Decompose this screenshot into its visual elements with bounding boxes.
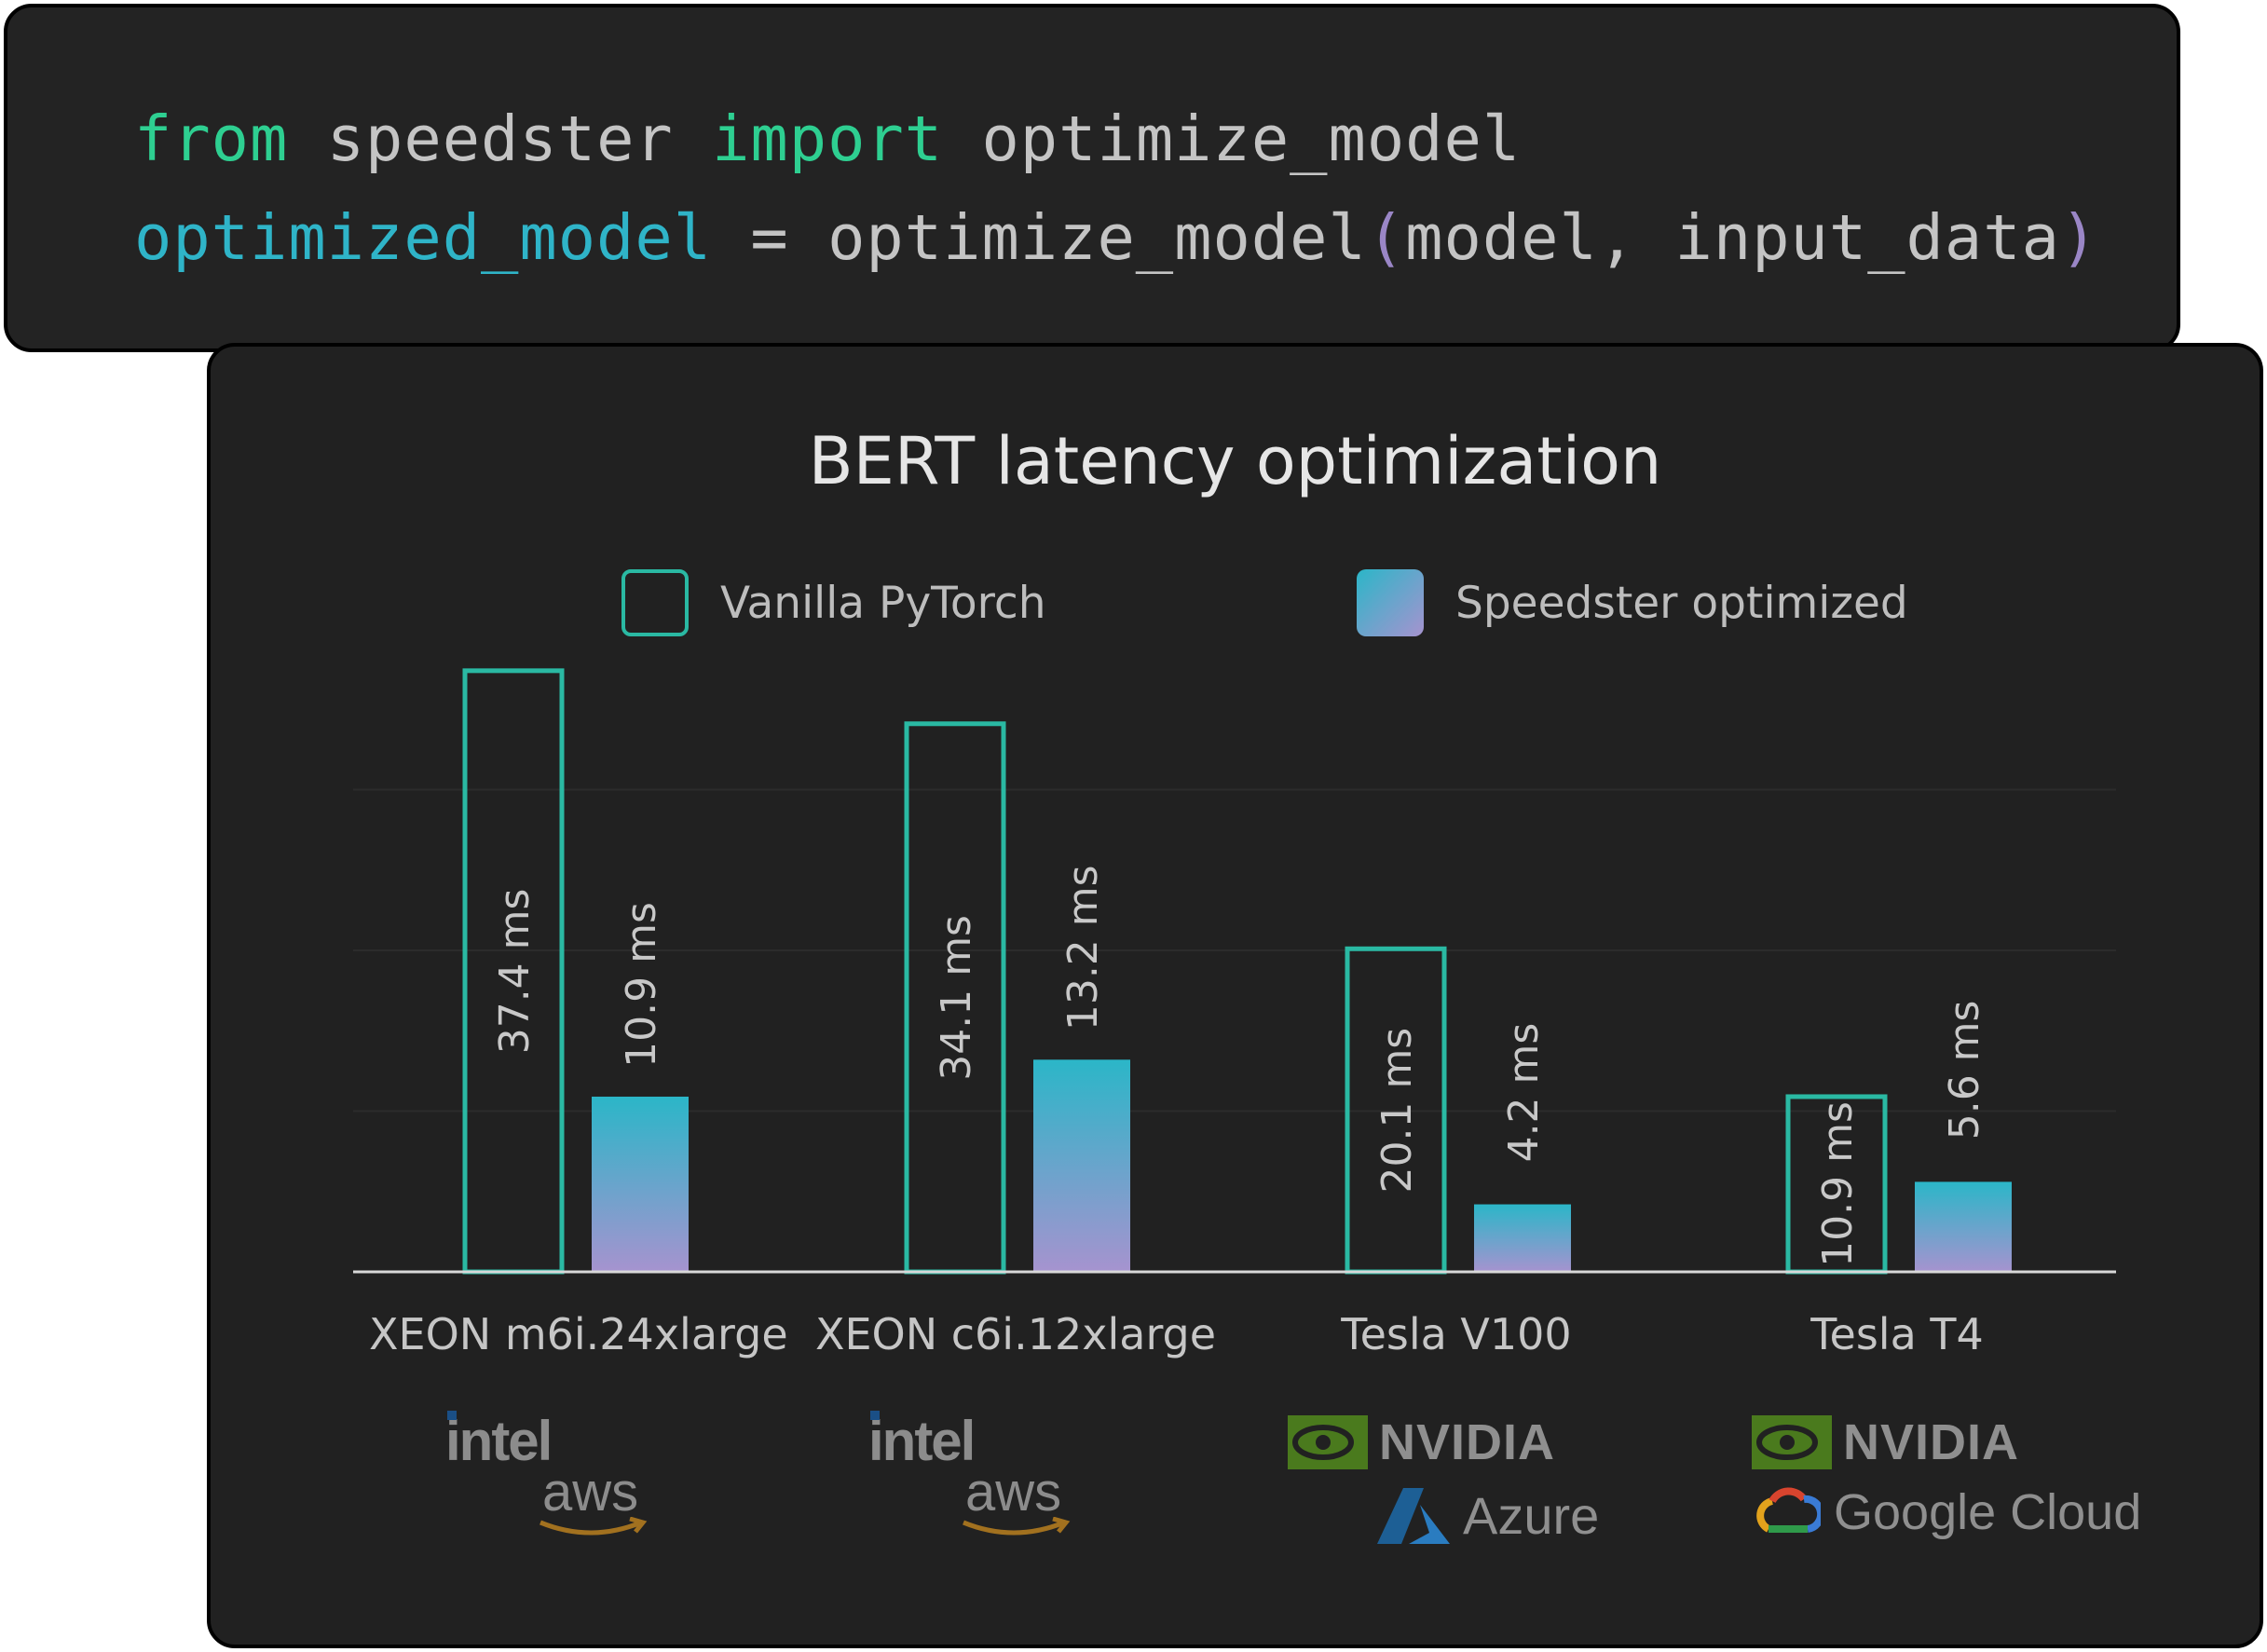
code-line-call: optimized_model = optimize_model(model, …: [134, 201, 2098, 274]
nvidia-eye-icon: [1752, 1415, 1832, 1469]
legend-vanilla: Vanilla PyTorch: [621, 565, 1046, 641]
value-label-vanilla: 10.9 ms: [1814, 1101, 1862, 1267]
call-arguments: model, input_data: [1405, 201, 2060, 274]
nvidia-logo: NVIDIA: [1288, 1413, 1555, 1471]
aws-logo: aws: [539, 1461, 648, 1536]
legend-speedster: Speedster optimized: [1357, 565, 1908, 641]
value-label-speedster: 10.9 ms: [618, 902, 665, 1068]
legend-label-vanilla: Vanilla PyTorch: [720, 577, 1046, 629]
azure-logo: Azure: [1375, 1485, 1599, 1546]
right-paren: ): [2059, 201, 2099, 274]
code-card: from speedster import optimize_model opt…: [4, 4, 2180, 352]
google-cloud-icon: [1756, 1487, 1821, 1533]
legend-swatch-speedster: [1357, 569, 1424, 636]
chart-card: BERT latency optimization Vanilla PyTorc…: [207, 343, 2263, 1648]
aws-logo: aws: [963, 1461, 1071, 1536]
legend-label-speedster: Speedster optimized: [1455, 577, 1908, 629]
imported-function: optimize_model: [981, 102, 1522, 175]
keyword-import: import: [712, 102, 944, 175]
aws-smile-icon: [963, 1517, 1071, 1536]
category-label-2: Tesla V100: [1341, 1309, 1572, 1359]
aws-smile-icon: [539, 1517, 648, 1536]
keyword-from: from: [134, 102, 289, 175]
value-label-speedster: 4.2 ms: [1500, 1023, 1548, 1163]
chart-title: BERT latency optimization: [808, 423, 1662, 499]
nvidia-eye-icon: [1288, 1415, 1368, 1469]
nvidia-logo: NVIDIA: [1752, 1413, 2019, 1471]
value-label-vanilla: 20.1 ms: [1373, 1028, 1421, 1194]
category-label-3: Tesla T4: [1810, 1309, 1984, 1359]
google-cloud-logo: Google Cloud: [1754, 1483, 2141, 1541]
intel-logo: intel: [445, 1410, 553, 1472]
category-label-1: XEON c6i.12xlarge: [814, 1309, 1217, 1359]
intel-logo: intel: [868, 1410, 976, 1472]
legend-swatch-vanilla: [621, 569, 689, 636]
value-label-vanilla: 34.1 ms: [933, 915, 980, 1081]
bar-speedster: [1474, 1204, 1571, 1272]
assigned-variable: optimized_model: [134, 201, 713, 274]
value-label-speedster: 13.2 ms: [1059, 865, 1107, 1031]
called-function: optimize_model: [827, 201, 1367, 274]
code-line-import: from speedster import optimize_model: [134, 102, 1521, 175]
bar-speedster: [1033, 1059, 1130, 1272]
value-label-vanilla: 37.4 ms: [491, 889, 539, 1055]
assign-operator: =: [750, 201, 789, 274]
category-label-0: XEON m6i.24xlarge: [369, 1309, 788, 1359]
azure-icon: [1377, 1487, 1450, 1544]
bar-speedster: [592, 1096, 689, 1272]
bar-speedster: [1915, 1181, 2012, 1272]
left-paren: (: [1366, 201, 1406, 274]
module-name: speedster: [326, 102, 674, 175]
value-label-speedster: 5.6 ms: [1941, 1001, 1988, 1140]
bar-plot: 37.4 ms 10.9 ms 34.1 ms 13.2 ms 20.1 ms 4.2 m…: [353, 668, 2116, 1275]
